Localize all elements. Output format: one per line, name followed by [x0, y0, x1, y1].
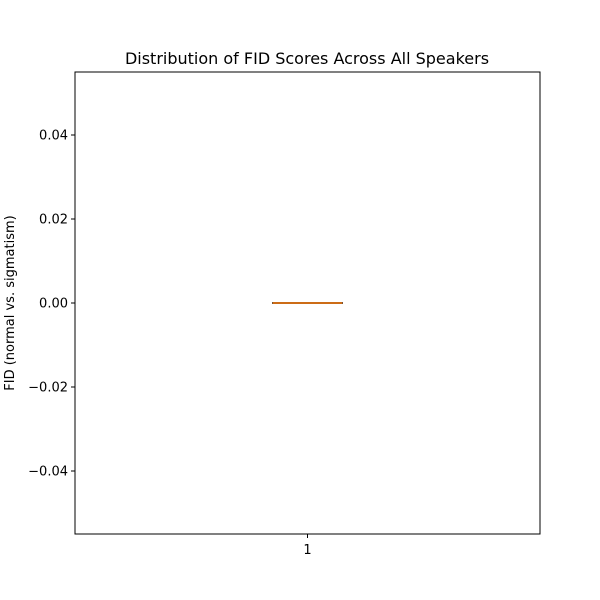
y-tick-label: 0.02 — [39, 213, 68, 228]
y-tick-label: 0.04 — [39, 129, 68, 144]
y-tick-label: 0.00 — [39, 297, 68, 312]
boxplot-series — [272, 302, 343, 304]
y-axis: −0.04 −0.02 0.00 0.02 0.04 — [28, 129, 75, 480]
y-tick-label: −0.04 — [28, 465, 68, 480]
x-tick-label: 1 — [303, 543, 311, 558]
y-tick-label: −0.02 — [28, 381, 68, 396]
x-axis: 1 — [303, 534, 312, 558]
chart-title: Distribution of FID Scores Across All Sp… — [125, 49, 489, 68]
y-axis-label: FID (normal vs. sigmatism) — [3, 215, 18, 390]
